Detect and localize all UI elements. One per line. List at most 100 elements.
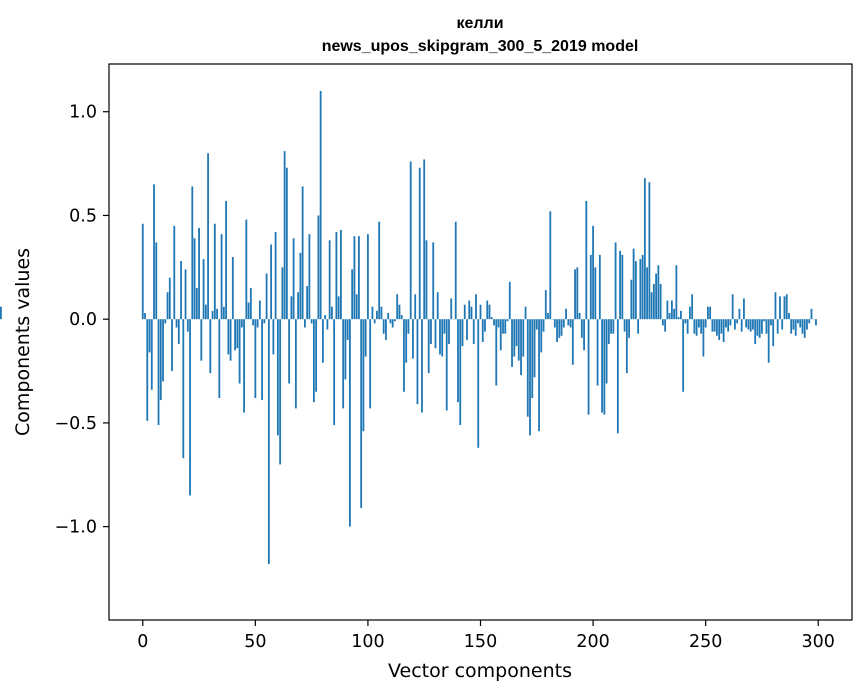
bar (479, 304, 482, 320)
bar (774, 292, 777, 320)
bar (272, 319, 275, 355)
bar (770, 319, 772, 326)
bar (297, 292, 300, 320)
bar (754, 319, 757, 345)
bar (513, 319, 516, 357)
bar (328, 240, 331, 320)
bar (254, 319, 257, 399)
bar (475, 294, 477, 320)
bar (227, 319, 230, 355)
bar (369, 319, 372, 409)
bar (772, 319, 775, 347)
bar (517, 319, 520, 361)
bar (398, 304, 401, 320)
bar (247, 302, 250, 320)
bar (391, 319, 394, 328)
bars-group (0, 90, 817, 564)
bar (484, 319, 486, 332)
bar (585, 200, 588, 320)
bar (234, 319, 236, 351)
bar (317, 215, 320, 320)
bar (643, 178, 646, 320)
bar (380, 306, 383, 320)
bar (504, 319, 507, 334)
bar (434, 319, 437, 349)
bar (641, 254, 644, 320)
bar (515, 319, 518, 347)
bar (607, 319, 610, 345)
bar (331, 306, 333, 320)
bar (720, 319, 723, 334)
bar (488, 304, 491, 320)
bar (679, 310, 682, 320)
bar (716, 319, 718, 336)
bar (349, 319, 351, 527)
bar (497, 319, 500, 328)
bar (614, 242, 617, 320)
bar (243, 319, 245, 413)
bar (290, 296, 293, 320)
bar (468, 300, 471, 320)
x-axis-ticks: 0 50 100 150 200 250 300 (137, 620, 835, 652)
bar (263, 319, 266, 324)
bar (815, 319, 817, 326)
bar (610, 319, 612, 334)
bar (405, 319, 408, 363)
bar (209, 319, 212, 374)
x-tick-label: 0 (137, 632, 148, 652)
bar (704, 319, 707, 328)
bar (200, 319, 203, 361)
bar (598, 254, 601, 320)
bar (225, 200, 227, 320)
bar (756, 319, 759, 336)
bar (637, 319, 640, 334)
bar (218, 319, 221, 399)
bar (148, 319, 151, 353)
bar (781, 319, 784, 330)
bar (299, 252, 302, 320)
bar (389, 319, 392, 324)
bar (231, 256, 234, 320)
bar (189, 319, 191, 496)
bar (776, 319, 779, 334)
bar (698, 319, 700, 328)
bar (747, 319, 750, 330)
y-tick-label: 1.0 (69, 103, 97, 123)
bar (281, 267, 284, 320)
y-tick-label: 0.5 (69, 206, 97, 226)
bar (385, 319, 387, 340)
bar (186, 319, 189, 332)
bar (367, 234, 369, 320)
bar (466, 319, 468, 340)
bar (749, 319, 752, 332)
bar (616, 319, 619, 434)
bar (801, 319, 804, 334)
bar (252, 319, 254, 326)
bar (650, 292, 653, 320)
bar (589, 254, 592, 320)
bar (810, 308, 813, 320)
bar (166, 292, 169, 320)
bar (553, 319, 556, 328)
bar (344, 319, 347, 380)
y-axis-ticks: −1.0 −0.5 0.0 0.5 1.0 (55, 103, 109, 538)
bar (146, 319, 149, 421)
bar (700, 319, 703, 334)
bar (276, 319, 279, 436)
bar (542, 319, 545, 332)
bar (173, 225, 176, 320)
bar (303, 319, 306, 328)
bar (319, 90, 322, 320)
bar (684, 319, 687, 324)
bar (655, 273, 658, 320)
bar (470, 306, 473, 320)
bar (288, 319, 291, 384)
bar (436, 292, 439, 320)
bar (249, 288, 252, 320)
bar (734, 319, 736, 330)
bar (427, 319, 430, 374)
bar (533, 319, 536, 378)
bar (549, 211, 552, 320)
bar (153, 184, 155, 320)
